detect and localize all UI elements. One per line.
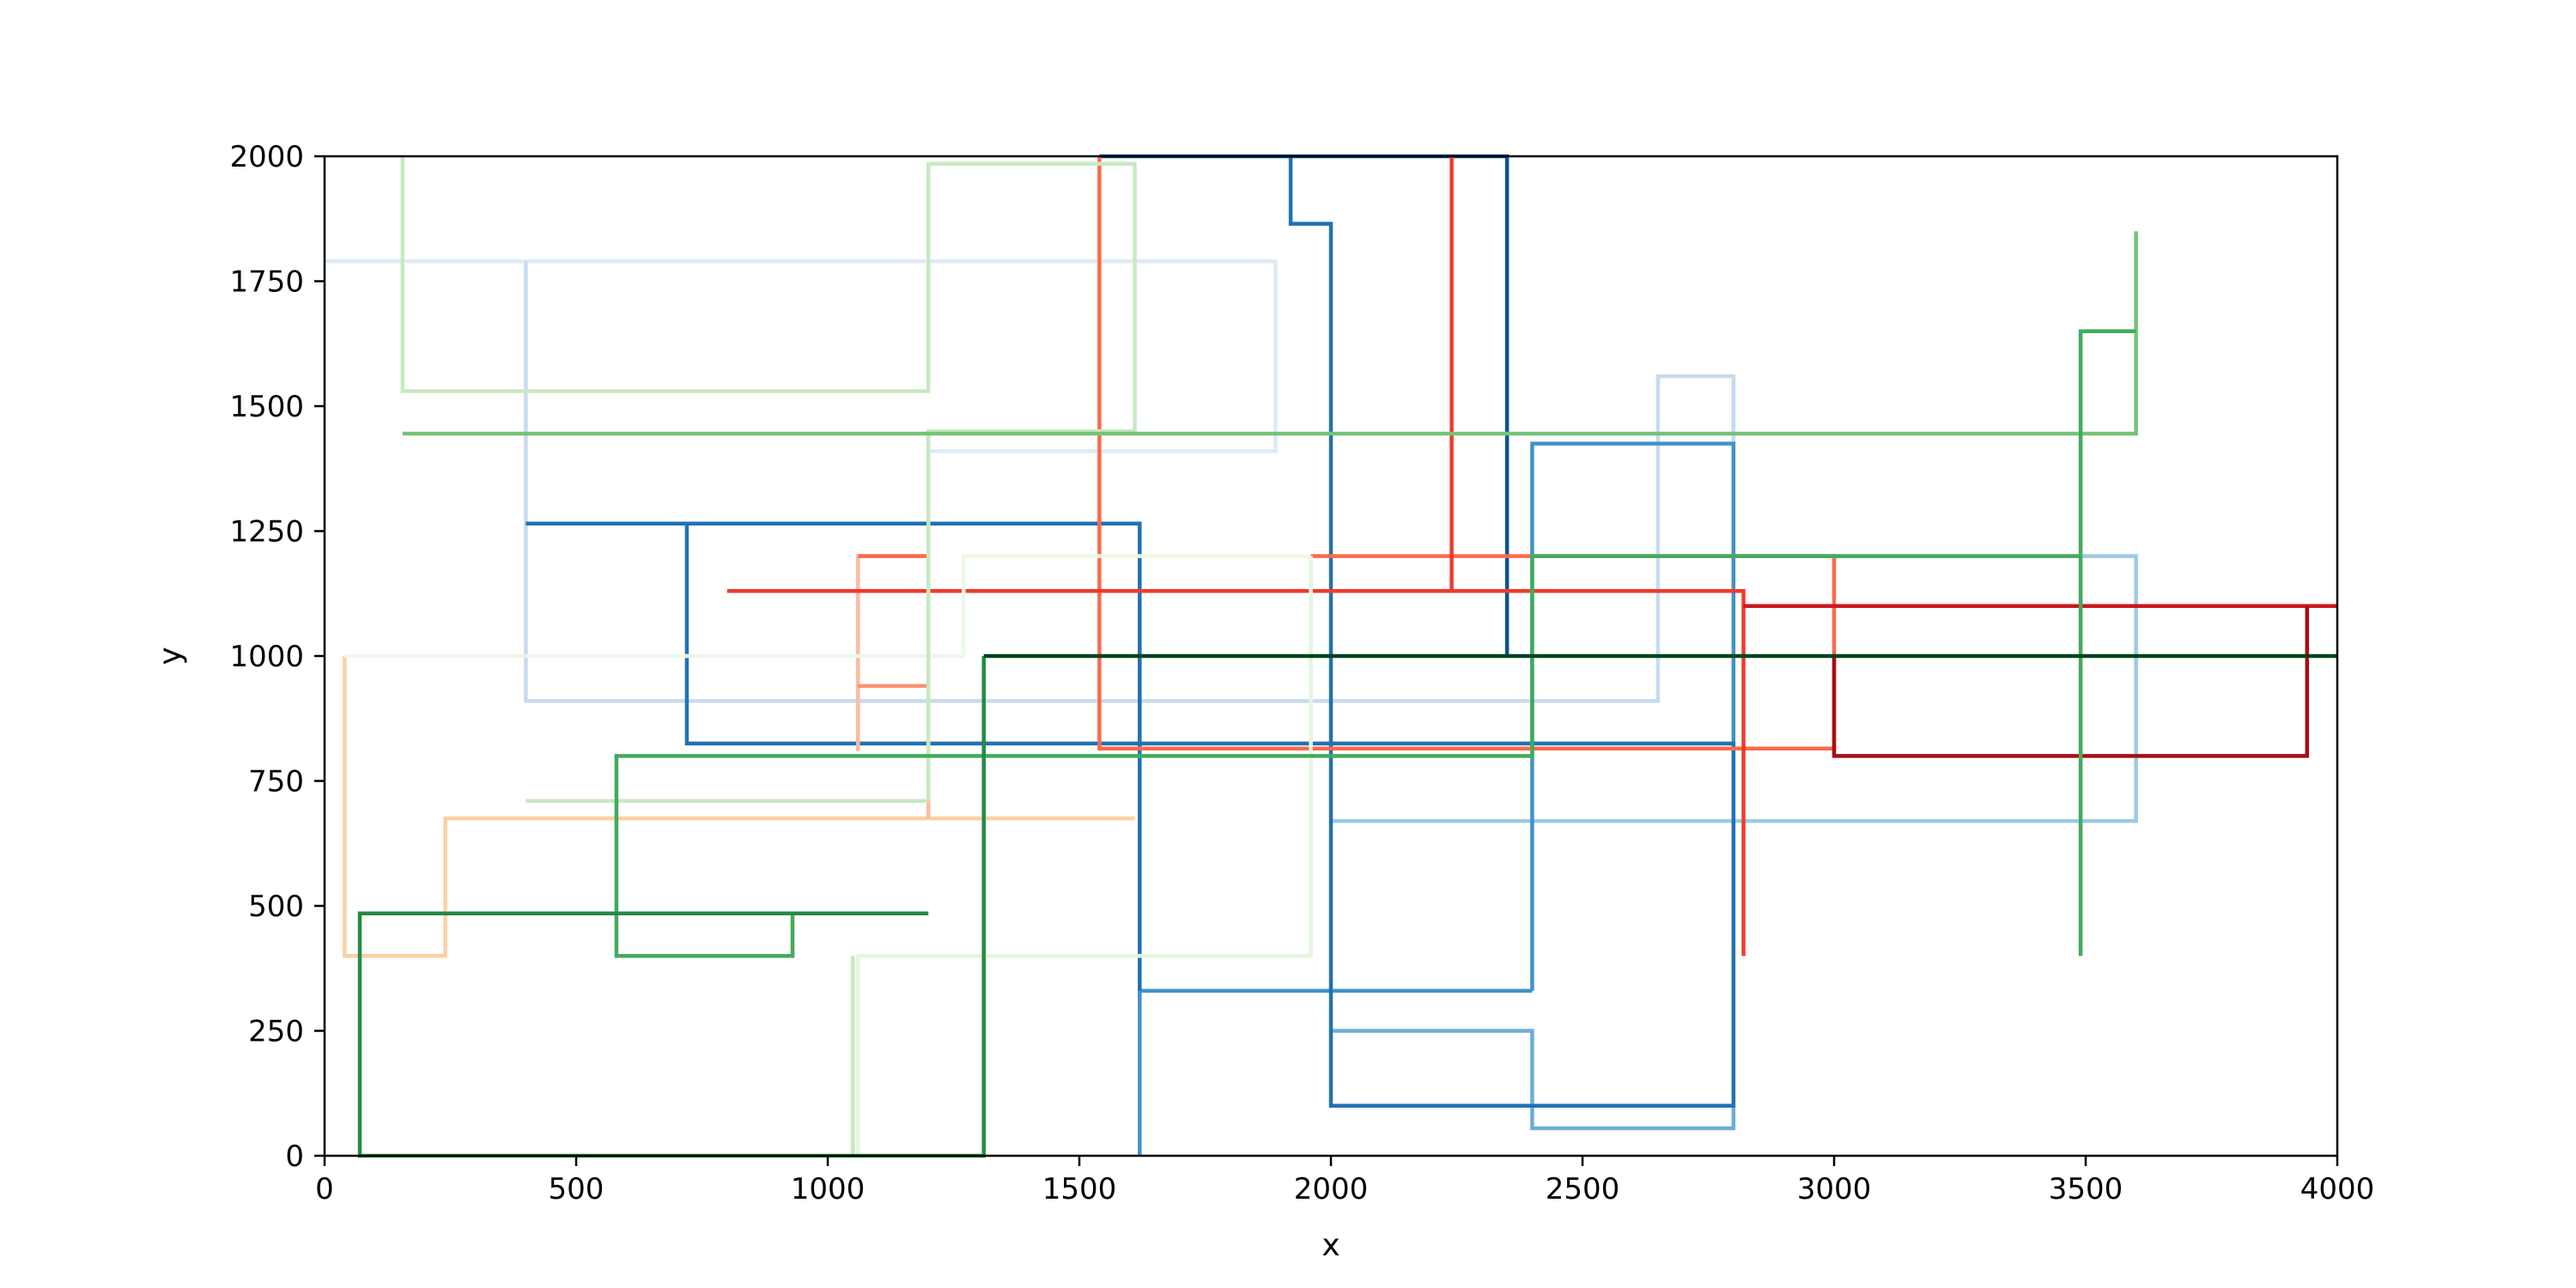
- y-tick-label: 2000: [229, 140, 304, 174]
- y-tick-label: 0: [285, 1139, 304, 1174]
- series-line-10: [343, 656, 1135, 958]
- series-line-24: [402, 231, 2138, 436]
- x-tick-label: 2500: [1546, 1172, 1620, 1206]
- y-tick-label: 1000: [229, 640, 304, 674]
- x-tick-label: 4000: [2300, 1172, 2375, 1206]
- series-line-9: [1099, 154, 1510, 656]
- x-tick-label: 1500: [1042, 1172, 1117, 1206]
- series-layer: [325, 154, 2337, 1158]
- y-tick-label: 1250: [229, 515, 304, 550]
- x-tick-label: 1000: [791, 1172, 866, 1206]
- y-tick-label: 250: [248, 1015, 304, 1049]
- series-line-19: [344, 554, 1311, 659]
- series-line-26: [614, 554, 2081, 958]
- y-axis-label: y: [153, 647, 188, 665]
- series-line-27: [357, 656, 986, 1158]
- x-tick-label: 500: [549, 1172, 605, 1206]
- x-ticks: 0 500 1000 1500 2000 2500 3000 3500 4000: [315, 1156, 2374, 1206]
- y-ticks: 0 250 500 750 1000 1250 1500 1750 2000: [229, 140, 325, 1174]
- y-tick-label: 1750: [229, 265, 304, 300]
- series-line-2: [524, 261, 1736, 703]
- y-tick-label: 750: [248, 765, 304, 799]
- series-line-20: [855, 556, 1313, 1156]
- series-line-16: [726, 589, 1746, 957]
- x-tick-label: 3000: [1797, 1172, 1872, 1206]
- x-tick-label: 2000: [1294, 1172, 1369, 1206]
- series-line-25: [2078, 329, 2136, 957]
- series-line-6: [1530, 441, 1736, 991]
- series-line-23: [400, 156, 1137, 801]
- series-line-1: [325, 258, 1278, 453]
- series-line-7: [526, 521, 1142, 991]
- x-axis-label: x: [1321, 1228, 1340, 1263]
- series-line-5: [1138, 988, 1533, 1156]
- y-tick-label: 500: [248, 890, 304, 924]
- y-tick-label: 1500: [229, 390, 304, 424]
- series-line-8: [684, 156, 1736, 1109]
- x-tick-label: 0: [315, 1172, 334, 1206]
- series-line-18: [1832, 605, 2310, 758]
- x-tick-label: 3500: [2049, 1172, 2123, 1206]
